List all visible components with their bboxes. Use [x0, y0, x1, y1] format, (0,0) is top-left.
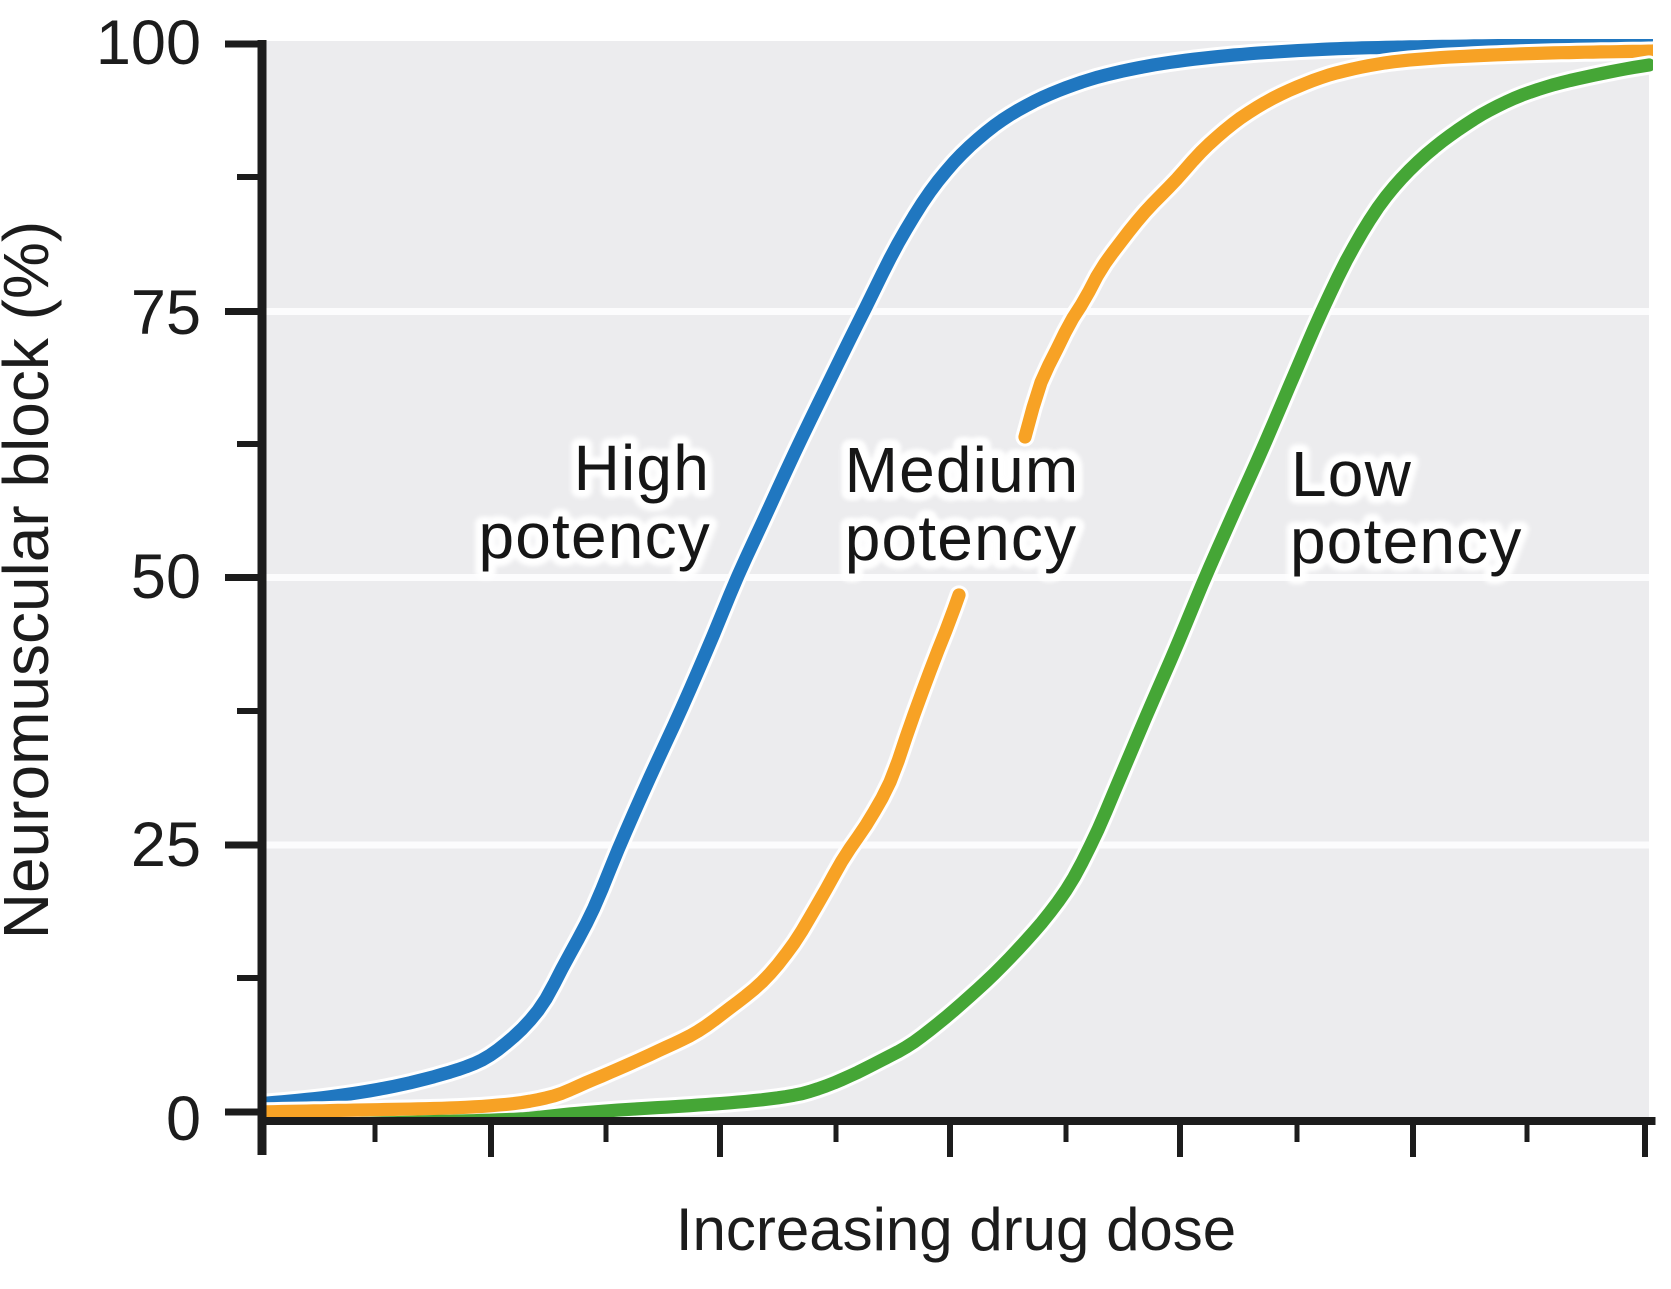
svg-text:100: 100 — [96, 8, 201, 78]
svg-text:potency: potency — [845, 502, 1078, 574]
svg-text:Medium: Medium — [845, 434, 1080, 506]
svg-text:potency: potency — [845, 502, 1078, 574]
svg-text:Neuromuscular block (%): Neuromuscular block (%) — [0, 221, 62, 939]
svg-text:75: 75 — [131, 278, 201, 348]
svg-text:Medium: Medium — [845, 434, 1080, 506]
svg-text:0: 0 — [166, 1084, 201, 1154]
svg-text:potency: potency — [1290, 505, 1523, 577]
svg-text:Low: Low — [1291, 438, 1412, 510]
svg-text:Low: Low — [1291, 438, 1412, 510]
svg-text:25: 25 — [131, 810, 201, 880]
svg-text:potency: potency — [478, 500, 711, 572]
svg-text:potency: potency — [478, 500, 711, 572]
svg-text:High: High — [574, 432, 710, 504]
svg-text:potency: potency — [845, 502, 1078, 574]
svg-text:50: 50 — [131, 542, 201, 612]
svg-text:High: High — [574, 432, 710, 504]
svg-text:Medium: Medium — [845, 434, 1080, 506]
svg-text:potency: potency — [1290, 505, 1523, 577]
svg-text:Increasing drug dose: Increasing drug dose — [676, 1196, 1236, 1263]
